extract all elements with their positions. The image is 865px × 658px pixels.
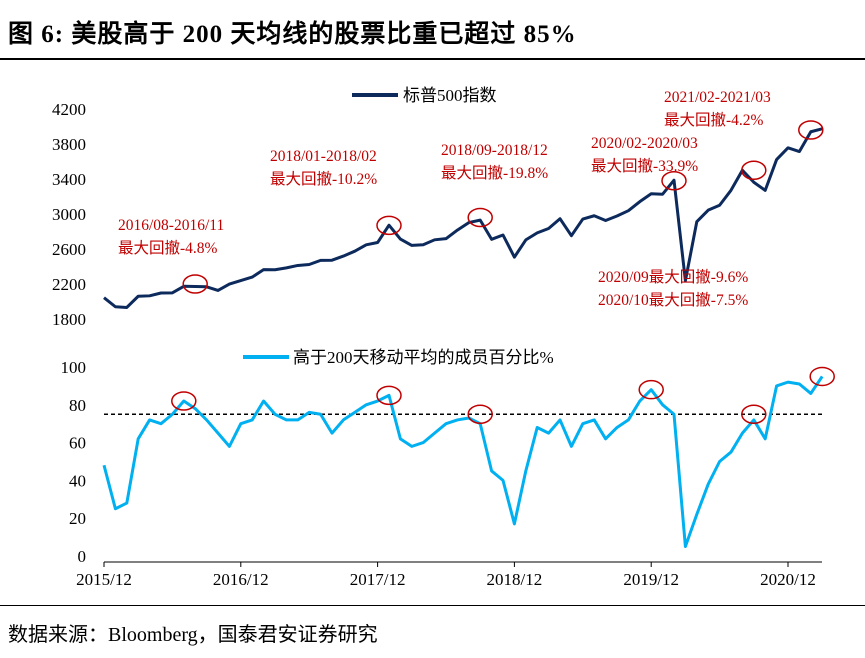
y-tick-label-bottom: 100 [61,358,87,377]
drawdown-annotation: 最大回撤-10.2% [270,170,377,188]
x-tick-label: 2016/12 [213,570,269,589]
y-tick-label-top: 2600 [52,240,86,259]
y-tick-label-bottom: 20 [69,509,86,528]
figure-title: 图 6: 美股高于 200 天均线的股票比重已超过 85% [8,21,577,48]
drawdown-annotation: 2020/09最大回撤-9.6% [598,268,748,286]
drawdown-circle [798,120,824,140]
highlight-circle [467,404,493,424]
breadth-line [102,375,824,549]
chart-area: 4200 3800 3400 3000 2600 2200 1800 标普500指数 2016/… [52,86,835,589]
drawdown-annotation: 2016/08-2016/11 [118,217,224,234]
drawdown-annotation: 2020/02-2020/03 [591,135,698,152]
highlight-circle [376,385,402,406]
drawdown-annotation: 最大回撤-19.8% [441,164,548,182]
y-tick-label-bottom: 60 [69,434,86,453]
x-tick-label: 2017/12 [350,570,406,589]
x-tick-label: 2015/12 [76,570,132,589]
y-tick-label-top: 2200 [52,275,86,294]
y-tick-label-top: 4200 [52,100,86,119]
drawdown-annotation: 最大回撤-33.9% [591,157,698,175]
drawdown-annotation: 最大回撤-4.2% [664,111,764,129]
title-rule [0,58,865,60]
drawdown-circle [467,207,493,228]
drawdown-annotation: 2020/10最大回撤-7.5% [598,291,748,309]
drawdown-annotation: 2021/02-2021/03 [664,89,771,106]
y-tick-label-bottom: 80 [69,396,86,415]
x-tick-label: 2018/12 [487,570,543,589]
y-tick-label-bottom: 0 [78,547,87,566]
drawdown-circle [376,215,402,236]
source-note: 数据来源：Bloomberg，国泰君安证券研究 [8,624,378,646]
x-tick-label: 2020/12 [760,570,816,589]
highlight-circle [171,391,197,411]
drawdown-annotation: 2018/01-2018/02 [270,148,377,165]
sp500-line [103,127,823,309]
drawdown-circle [741,160,767,180]
y-tick-label-top: 3000 [52,205,86,224]
drawdown-circle [182,274,208,294]
y-tick-label-bottom: 40 [69,471,86,490]
legend-label-breadth: 高于200天移动平均的成员百分比% [293,348,554,367]
highlight-circle [809,366,835,387]
highlight-circle [741,404,767,424]
drawdown-circle [661,171,687,191]
highlight-circle [638,379,664,400]
x-tick-label: 2019/12 [623,570,679,589]
legend-label-sp500: 标普500指数 [403,86,497,105]
y-tick-label-top: 3800 [52,135,86,154]
source-rule [0,605,865,606]
y-tick-label-top: 1800 [52,310,86,329]
drawdown-annotation: 最大回撤-4.8% [118,239,218,257]
drawdown-annotation: 2018/09-2018/12 [441,142,548,159]
y-tick-label-top: 3400 [52,170,86,189]
